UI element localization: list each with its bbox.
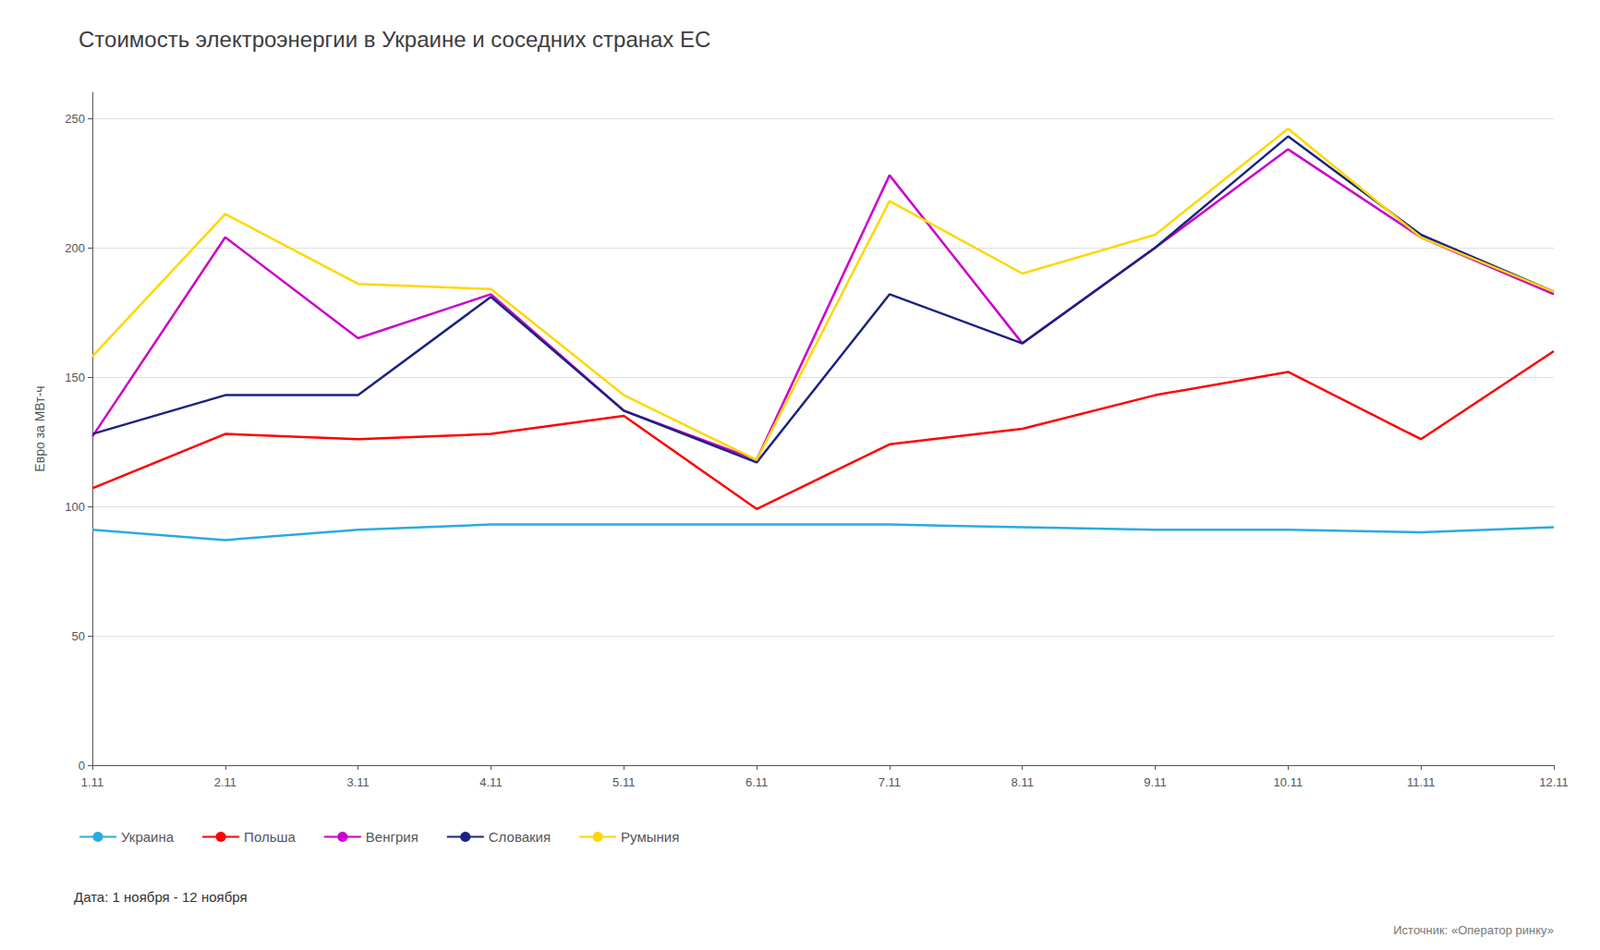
svg-text:3.11: 3.11 xyxy=(346,775,369,789)
svg-text:10.11: 10.11 xyxy=(1273,775,1304,789)
svg-text:Евро за МВт-ч: Евро за МВт-ч xyxy=(32,385,48,472)
svg-text:Словакия: Словакия xyxy=(488,828,551,845)
svg-text:Венгрия: Венгрия xyxy=(365,828,419,845)
svg-text:5.11: 5.11 xyxy=(612,775,635,789)
svg-text:200: 200 xyxy=(64,241,85,255)
svg-text:9.11: 9.11 xyxy=(1143,775,1166,789)
svg-text:2.11: 2.11 xyxy=(214,775,237,789)
svg-text:0: 0 xyxy=(78,758,85,773)
svg-text:Польша: Польша xyxy=(243,828,296,845)
svg-text:11.11: 11.11 xyxy=(1406,775,1436,789)
svg-text:7.11: 7.11 xyxy=(878,775,901,789)
svg-text:Украина: Украина xyxy=(121,828,175,845)
svg-text:6.11: 6.11 xyxy=(745,775,768,789)
svg-text:1.11: 1.11 xyxy=(81,775,104,789)
svg-text:12.11: 12.11 xyxy=(1539,775,1569,789)
svg-text:50: 50 xyxy=(72,629,85,643)
svg-text:100: 100 xyxy=(64,499,85,514)
svg-text:Дата: 1 ноября - 12 ноября: Дата: 1 ноября - 12 ноября xyxy=(73,888,248,905)
svg-text:Румыния: Румыния xyxy=(620,828,679,845)
svg-text:8.11: 8.11 xyxy=(1011,775,1034,789)
svg-text:Источник: «Оператор ринку»: Источник: «Оператор ринку» xyxy=(1393,922,1554,937)
svg-text:4.11: 4.11 xyxy=(479,775,502,789)
svg-text:Стоимость электроэнергии в Укр: Стоимость электроэнергии в Украине и сос… xyxy=(78,26,711,52)
svg-text:150: 150 xyxy=(64,370,85,385)
svg-text:250: 250 xyxy=(64,111,85,126)
